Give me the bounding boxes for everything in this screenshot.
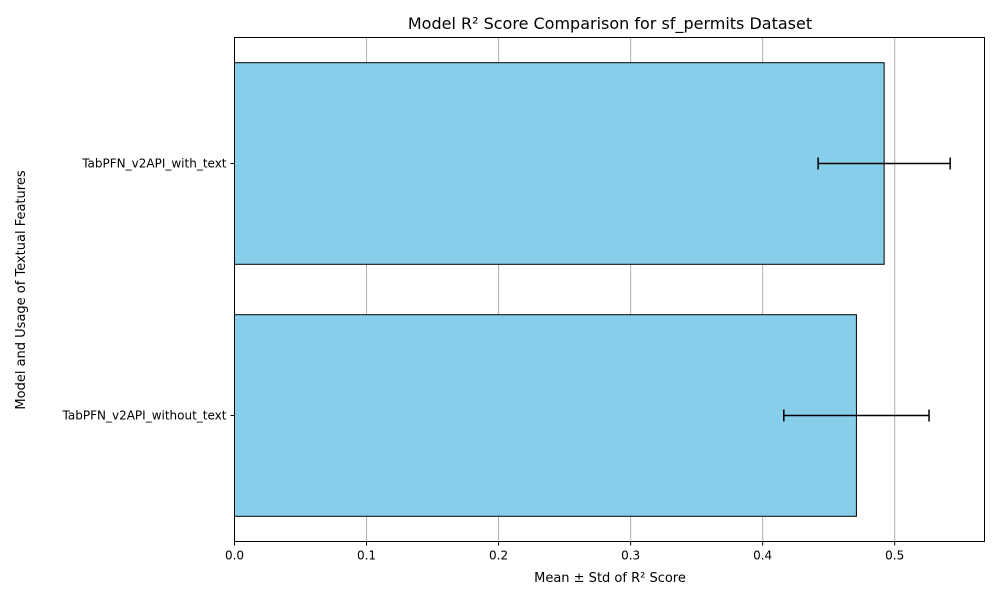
x-tick-label: 0.5 [885, 549, 904, 563]
x-tick-label: 0.2 [489, 549, 508, 563]
bars [234, 62, 885, 517]
chart-title: Model R² Score Comparison for sf_permits… [408, 14, 812, 34]
x-axis-label: Mean ± Std of R² Score [534, 571, 686, 586]
plot-area-frame [234, 37, 985, 542]
y-tick-label: TabPFN_v2API_with_text [81, 157, 227, 171]
x-tick-label: 0.0 [225, 549, 244, 563]
x-tick-label: 0.4 [753, 549, 772, 563]
y-axis-label: Model and Usage of Textual Features [14, 170, 29, 409]
y-tick-label: TabPFN_v2API_without_text [62, 409, 227, 423]
y-axis-ticks: TabPFN_v2API_with_text TabPFN_v2API_witho… [62, 157, 235, 423]
x-axis-ticks: 0.0 0.1 0.2 0.3 0.4 0.5 [225, 541, 904, 563]
bar [234, 314, 857, 517]
x-tick-label: 0.3 [621, 549, 640, 563]
bar [234, 62, 885, 265]
error-bars [783, 157, 951, 422]
x-tick-label: 0.1 [357, 549, 376, 563]
